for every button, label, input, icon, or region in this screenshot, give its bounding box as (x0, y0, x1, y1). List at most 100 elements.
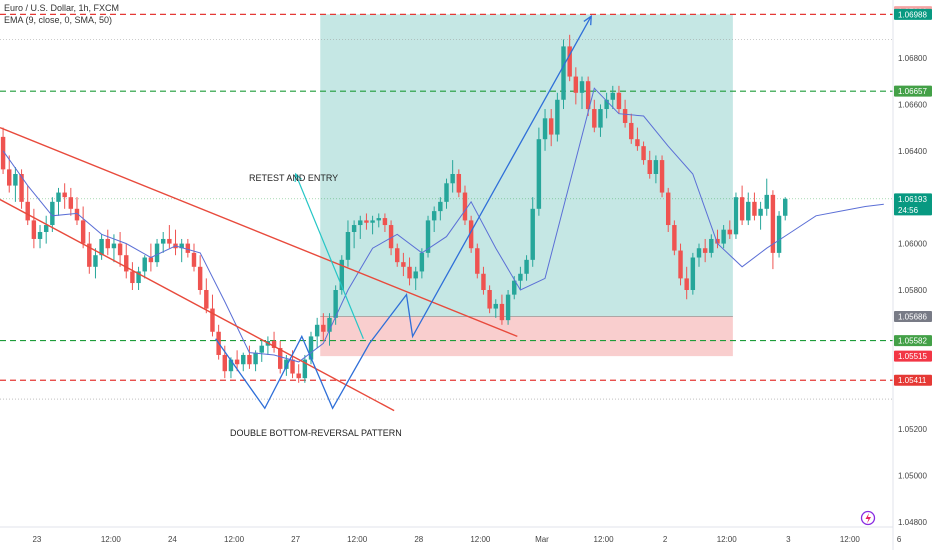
candle-body[interactable] (25, 201, 30, 221)
candle-body[interactable] (401, 262, 406, 267)
candle-body[interactable] (7, 169, 12, 186)
candle-body[interactable] (228, 359, 234, 372)
candle-body[interactable] (573, 76, 579, 93)
candle-body[interactable] (376, 218, 381, 221)
double-bottom-pattern-path[interactable] (215, 15, 592, 410)
candle-body[interactable] (665, 192, 671, 226)
candle-body[interactable] (358, 220, 363, 226)
candle-body[interactable] (610, 92, 615, 100)
candle-body[interactable] (499, 303, 505, 321)
candle-body[interactable] (31, 220, 37, 239)
candle-body[interactable] (764, 194, 769, 209)
candle-body[interactable] (752, 201, 757, 216)
candle-body[interactable] (635, 139, 640, 147)
candle-body[interactable] (117, 243, 123, 256)
candle-body[interactable] (302, 359, 308, 379)
candle-body[interactable] (142, 257, 147, 272)
candle-body[interactable] (222, 354, 228, 372)
candle-body[interactable] (50, 201, 55, 226)
candle-body[interactable] (678, 250, 683, 279)
candle-body[interactable] (333, 290, 338, 318)
candle-body[interactable] (179, 243, 184, 249)
candle-body[interactable] (505, 294, 511, 321)
candle-body[interactable] (419, 252, 425, 272)
lightning-icon[interactable] (860, 510, 876, 526)
candle-body[interactable] (191, 252, 197, 267)
candle-body[interactable] (185, 243, 191, 253)
candle-body[interactable] (555, 99, 560, 135)
candle-body[interactable] (271, 341, 277, 348)
candle-body[interactable] (715, 238, 720, 244)
candle-body[interactable] (512, 280, 517, 295)
candle-body[interactable] (758, 208, 763, 216)
candle-body[interactable] (278, 348, 283, 369)
candle-body[interactable] (160, 238, 166, 244)
candle-body[interactable] (56, 192, 61, 202)
candle-body[interactable] (167, 238, 172, 244)
candle-body[interactable] (672, 225, 677, 251)
candle-body[interactable] (690, 257, 696, 290)
candle-body[interactable] (130, 271, 135, 284)
candle-body[interactable] (493, 303, 498, 309)
candle-body[interactable] (598, 109, 603, 128)
candle-body[interactable] (592, 109, 597, 128)
retest-arrow-line[interactable] (295, 173, 364, 339)
candle-body[interactable] (542, 118, 548, 140)
candle-body[interactable] (456, 174, 462, 193)
candle-body[interactable] (0, 136, 6, 170)
candle-body[interactable] (462, 192, 468, 221)
candle-body[interactable] (87, 243, 92, 267)
candle-body[interactable] (468, 220, 474, 249)
candle-body[interactable] (450, 174, 455, 184)
candle-body[interactable] (19, 174, 24, 202)
candle-body[interactable] (709, 238, 714, 253)
candle-body[interactable] (370, 220, 375, 223)
candle-body[interactable] (444, 183, 449, 202)
candle-body[interactable] (567, 46, 572, 77)
candle-body[interactable] (13, 174, 18, 186)
candle-body[interactable] (99, 238, 104, 256)
candle-body[interactable] (585, 81, 591, 110)
candle-body[interactable] (247, 354, 252, 365)
candle-body[interactable] (413, 271, 418, 279)
candle-body[interactable] (364, 220, 369, 223)
candle-body[interactable] (659, 160, 665, 193)
candle-body[interactable] (308, 336, 314, 360)
candle-body[interactable] (68, 197, 74, 209)
candle-body[interactable] (518, 273, 523, 281)
stop-zone[interactable] (320, 316, 733, 357)
candle-body[interactable] (253, 352, 258, 365)
candle-body[interactable] (702, 248, 708, 253)
candle-body[interactable] (321, 324, 326, 332)
candle-body[interactable] (290, 359, 295, 374)
candle-body[interactable] (530, 208, 535, 260)
candle-body[interactable] (579, 81, 585, 93)
candle-body[interactable] (395, 248, 400, 263)
candle-body[interactable] (783, 198, 788, 216)
candle-body[interactable] (653, 160, 659, 174)
candle-body[interactable] (351, 225, 357, 232)
candle-body[interactable] (234, 359, 240, 365)
candle-body[interactable] (74, 208, 80, 221)
candle-body[interactable] (770, 194, 776, 253)
candle-body[interactable] (548, 118, 554, 135)
candle-body[interactable] (241, 354, 246, 365)
candle-body[interactable] (382, 218, 388, 226)
candle-body[interactable] (487, 290, 492, 309)
candle-body[interactable] (105, 238, 110, 249)
candle-body[interactable] (93, 255, 98, 267)
candle-body[interactable] (425, 220, 431, 253)
candle-body[interactable] (746, 201, 751, 221)
candle-body[interactable] (204, 290, 209, 309)
candle-body[interactable] (296, 373, 301, 379)
candle-body[interactable] (37, 232, 43, 239)
candle-body[interactable] (721, 229, 726, 244)
candle-body[interactable] (111, 243, 117, 249)
candle-body[interactable] (154, 243, 160, 263)
candle-body[interactable] (604, 99, 609, 110)
candle-body[interactable] (647, 160, 652, 174)
candle-body[interactable] (524, 259, 529, 274)
candle-body[interactable] (622, 109, 628, 123)
candle-body[interactable] (284, 359, 289, 369)
